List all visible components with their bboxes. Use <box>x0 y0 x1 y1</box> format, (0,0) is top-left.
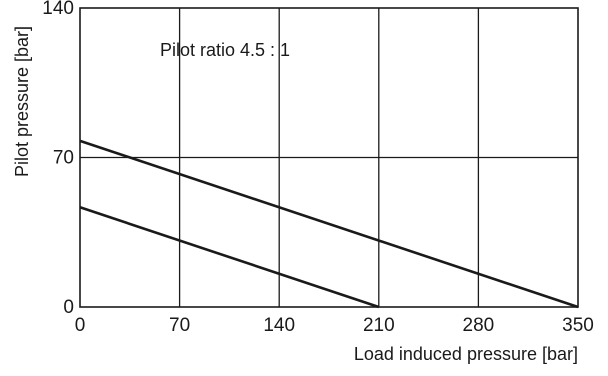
grid-layer <box>80 8 578 307</box>
x-tick-label: 0 <box>75 315 86 336</box>
x-axis-title: Load induced pressure [bar] <box>354 344 578 364</box>
tick-layer: 0 70 140 210 280 350 0 70 140 <box>42 0 594 336</box>
series-layer <box>79 139 579 309</box>
y-axis-title: Pilot pressure [bar] <box>12 26 32 177</box>
x-tick-label: 70 <box>169 315 190 336</box>
y-tick-label: 0 <box>63 297 74 318</box>
series-line-2 <box>79 206 380 309</box>
x-tick-label: 280 <box>463 315 495 336</box>
plot-frame <box>79 7 579 308</box>
y-tick-label: 70 <box>53 148 74 169</box>
x-tick-label: 350 <box>562 315 594 336</box>
x-tick-label: 210 <box>363 315 395 336</box>
pilot-ratio-annotation: Pilot ratio 4.5 : 1 <box>160 40 290 60</box>
series-line-1 <box>79 139 579 309</box>
y-tick-label: 140 <box>42 0 74 19</box>
x-tick-label: 140 <box>263 315 295 336</box>
